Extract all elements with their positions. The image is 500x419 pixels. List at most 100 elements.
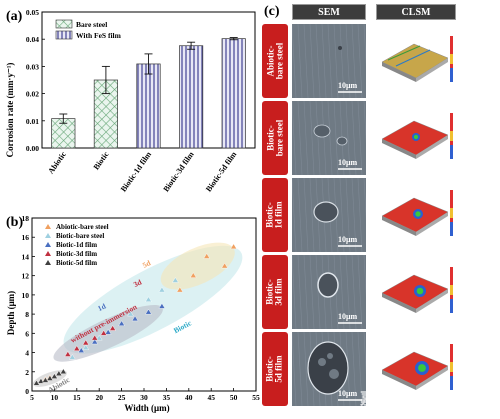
clsm-header: CLSM [376, 4, 456, 20]
b-point [82, 344, 90, 350]
bar-chart-a: (a) 0.00 0.01 0.02 0.03 0.04 0.05 Abiotic Bioti… [5, 8, 256, 194]
b-point [68, 353, 76, 360]
b-ytick-label: 2 [25, 368, 29, 377]
a-xtick-label: Biotic-3d film [161, 150, 195, 194]
b-region-abiotic-large [160, 242, 235, 290]
sem-image: 10μm [292, 332, 366, 406]
a-ytick-label: 0.04 [26, 35, 39, 44]
b-xtick-label: 35 [163, 393, 171, 402]
b-legend-entry: Biotic-5d film [56, 259, 97, 267]
sem-image: 10μm [292, 178, 366, 252]
b-point [82, 339, 90, 346]
clsm-image [374, 332, 454, 406]
sem-image: 10μm [292, 101, 366, 175]
b-xtick-label: 50 [230, 393, 238, 402]
watermark: 嘉峪检测网 [360, 389, 446, 408]
row-label-text: Biotic- bare steel [265, 119, 285, 157]
b-point [158, 303, 166, 309]
b-ytick-label: 8 [25, 310, 29, 319]
b-point [118, 320, 125, 326]
a-ytick-label: 0.05 [26, 8, 39, 17]
a-legend: Bare steel With FeS film [55, 19, 122, 40]
panel-b: (b) 5 10 15 20 25 30 35 40 45 50 55 0 2 4 6 8 10 12 14 16 18… [0, 208, 262, 414]
b-point [230, 243, 237, 250]
scale-bar-label: 10μm [338, 235, 358, 244]
row-label: Biotic- 1d film [262, 178, 288, 252]
b-annotation: 3d [132, 277, 144, 289]
b-point [145, 308, 152, 315]
panel-c: (c) SEM CLSM Abiotic- bare steel 10μm Biot… [262, 0, 500, 414]
scale-bar-label: 10μm [338, 312, 358, 321]
b-point [42, 377, 49, 383]
b-point [172, 277, 179, 283]
b-legend-entry: Abiotic-bare steel [56, 223, 109, 231]
b-ytick-label: 18 [22, 214, 30, 223]
a-bar [221, 38, 246, 149]
b-legend-marker [45, 224, 51, 229]
panel-b-label: (b) [6, 215, 23, 230]
b-point [203, 253, 211, 259]
row-label-text: Biotic- 5d film [265, 355, 285, 383]
panel-a-label: (a) [6, 9, 23, 24]
row-label-text: Biotic- 1d film [265, 201, 285, 229]
b-xtick-label: 5 [30, 393, 34, 402]
b-xlabel: Width (μm) [124, 403, 169, 413]
scale-bar-label: 10μm [338, 81, 358, 90]
b-point [189, 272, 197, 278]
b-ytick-label: 10 [22, 291, 30, 300]
scale-bar-label: 10μm [338, 158, 358, 167]
a-ytick-label: 0.02 [26, 90, 39, 99]
b-point [109, 325, 116, 331]
b-annotation: 5d [141, 258, 153, 270]
a-ytick-label: 0.00 [26, 144, 39, 153]
b-xtick-label: 30 [140, 393, 148, 402]
a-xtick-label: Biotic-1d film [119, 150, 153, 194]
b-point [60, 368, 67, 374]
row-label-text: Biotic- 3d film [265, 278, 285, 306]
b-point [55, 370, 63, 376]
a-ytick-label: 0.03 [26, 62, 39, 71]
row-label: Biotic- bare steel [262, 101, 288, 175]
a-xtick-label: Biotic-5d film [204, 150, 238, 194]
b-point [91, 338, 99, 345]
b-point [33, 379, 40, 386]
b-point [104, 328, 112, 335]
b-point [95, 334, 103, 341]
b-ytick-label: 16 [22, 233, 30, 242]
b-ytick-label: 14 [22, 252, 30, 261]
panel-c-label: (c) [264, 4, 280, 19]
row-label-text: Abiotic- bare steel [265, 42, 285, 80]
b-xtick-label: 10 [51, 393, 59, 402]
b-ytick-label: 12 [22, 272, 30, 281]
scale-bar-label: 10μm [338, 389, 358, 398]
b-ytick-label: 0 [25, 387, 29, 396]
a-legend-bare: Bare steel [76, 20, 107, 29]
a-xtick-label: Biotic [92, 150, 111, 172]
panel-a: (a) 0.00 0.01 0.02 0.03 0.04 0.05 Abiotic Bioti… [0, 0, 262, 205]
sem-image: 10μm [292, 24, 366, 98]
b-point [145, 296, 152, 302]
a-xtick-label: Abiotic [46, 150, 68, 176]
a-legend-fes: With FeS film [76, 31, 122, 40]
clsm-image [374, 101, 454, 175]
b-ytick-label: 6 [25, 329, 29, 338]
sem-image: 10μm [292, 255, 366, 329]
b-point [158, 286, 166, 293]
row-label: Abiotic- bare steel [262, 24, 288, 98]
b-legend-marker [45, 233, 51, 238]
b-point [51, 373, 58, 379]
a-ytick-label: 0.01 [26, 117, 39, 126]
scatter-chart-b: (b) 5 10 15 20 25 30 35 40 45 50 55 0 2 4 6 8 10 12 14 16 18… [6, 214, 260, 413]
b-point [176, 286, 184, 293]
b-legend-marker [45, 242, 51, 247]
b-legend-entry: Biotic-1d film [56, 241, 97, 249]
b-ytick-label: 4 [25, 349, 29, 358]
b-point [77, 347, 85, 353]
b-legend-entry: Biotic-bare steel [56, 232, 104, 240]
b-point [64, 351, 72, 357]
b-legend-entry: Biotic-3d film [56, 250, 97, 258]
b-point [131, 315, 139, 322]
b-xtick-label: 55 [252, 393, 260, 402]
b-annotation: 1d [96, 301, 108, 313]
row-label: Biotic- 3d film [262, 255, 288, 329]
